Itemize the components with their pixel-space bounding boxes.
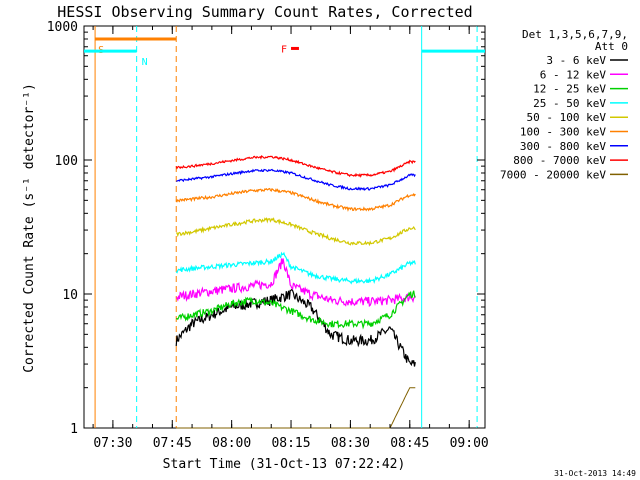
series-line — [176, 168, 416, 191]
legend-header: Att 0 — [595, 40, 628, 53]
series-line — [175, 288, 416, 367]
x-tick-label: 08:00 — [212, 436, 251, 451]
chart-title: HESSI Observing Summary Count Rates, Cor… — [57, 3, 472, 21]
series-line — [175, 187, 416, 212]
y-axis: 1 10 100 1000 — [47, 20, 485, 437]
legend-header: Det 1,3,5,6,7,9, — [522, 28, 628, 41]
series-line — [176, 387, 416, 429]
x-tick-label: 08:45 — [390, 436, 429, 451]
legend-entry-label: 25 - 50 keV — [533, 97, 606, 110]
plot-area: SNF — [83, 25, 486, 429]
y-tick-label: 1 — [70, 422, 78, 437]
series-line — [175, 290, 416, 330]
series-line — [175, 251, 416, 285]
x-tick-label: 09:00 — [450, 436, 489, 451]
timestamp: 31-Oct-2013 14:49 — [554, 469, 636, 478]
x-tick-label: 07:30 — [93, 436, 132, 451]
x-tick-label: 08:30 — [331, 436, 370, 451]
event-marker-label: F — [281, 44, 287, 55]
x-tick-label: 07:45 — [153, 436, 192, 451]
legend-entry-label: 7000 - 20000 keV — [500, 168, 606, 181]
plot-frame — [83, 25, 486, 429]
y-tick-label: 1000 — [47, 20, 78, 35]
y-tick-label: 10 — [62, 288, 78, 303]
x-axis: 07:30 07:45 08:00 08:15 08:30 08:45 09:00 — [92, 26, 489, 451]
series-line — [175, 217, 416, 247]
legend-entry-label: 800 - 7000 keV — [513, 154, 606, 167]
legend-entry-label: 12 - 25 keV — [533, 83, 606, 96]
legend-entry-label: 3 - 6 keV — [546, 54, 606, 67]
y-axis-label: Corrected Count Rate (s⁻¹ detector⁻¹) — [22, 83, 37, 373]
x-axis-label: Start Time (31-Oct-13 07:22:42) — [163, 457, 406, 472]
legend-entry-label: 6 - 12 keV — [540, 68, 607, 81]
legend-entry-label: 300 - 800 keV — [520, 140, 606, 153]
event-marker-label: N — [142, 57, 148, 68]
x-tick-label: 08:15 — [271, 436, 310, 451]
y-tick-label: 100 — [55, 154, 78, 169]
legend-entry-label: 100 - 300 keV — [520, 126, 606, 139]
legend-entry-label: 50 - 100 keV — [527, 111, 607, 124]
series-line — [175, 154, 416, 178]
series-line — [176, 258, 416, 308]
